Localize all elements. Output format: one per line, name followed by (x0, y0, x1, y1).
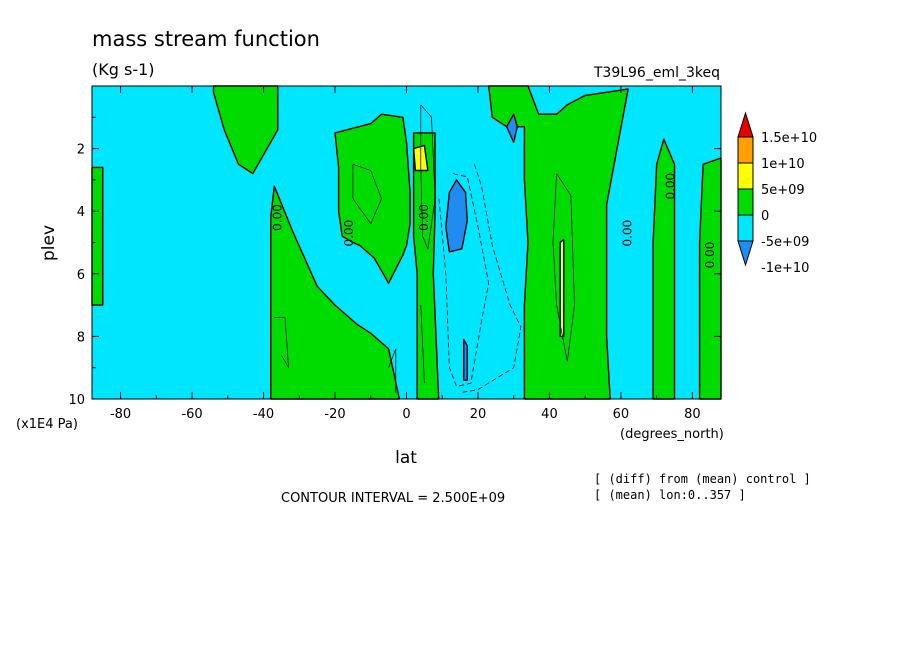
x-tick-label-5: 20 (470, 407, 487, 422)
zero-contour-labels: 0.00 0.00 0.00 0.00 0.00 0.00 (270, 173, 717, 269)
x-tick-label-2: -40 (253, 407, 274, 422)
y-axis: 2 4 6 8 10 (68, 116, 721, 408)
x-tick-label-7: 60 (613, 407, 630, 422)
colorbar-box-3 (737, 214, 754, 242)
contour-line-dashed-1 (460, 164, 522, 394)
y-tick-label-2: 6 (77, 268, 85, 283)
colorbar: 1.5e+10 1e+10 5e+09 0 -5e+09 -1e+10 (737, 111, 817, 276)
x-axis: -80 -60 -40 -20 0 20 40 60 80 (110, 86, 701, 422)
region-green-north-pole (698, 157, 722, 400)
colorbar-box-2 (737, 188, 754, 216)
colorbar-label-3: 0 (761, 209, 769, 224)
region-green-top-right (488, 85, 629, 400)
contour-line-solid-1 (274, 317, 289, 368)
y-tick-label-3: 8 (77, 330, 85, 345)
y-tick-label-0: 2 (77, 143, 85, 158)
x-tick-label-6: 40 (541, 407, 558, 422)
colorbar-box-0 (737, 136, 754, 164)
x-tick-label-8: 80 (684, 407, 701, 422)
contour-lines (274, 104, 575, 394)
region-blue-lower-cell (463, 338, 468, 381)
chart-title: mass stream function (92, 27, 320, 51)
contour-line-solid-2 (420, 104, 436, 251)
colorbar-label-4: -5e+09 (761, 235, 809, 250)
x-axis-label: lat (395, 448, 417, 468)
y-tick-label-4: 10 (68, 393, 85, 408)
colorbar-label-1: 1e+10 (761, 157, 805, 172)
region-blue-diamond-28N (505, 113, 518, 144)
y-tick-label-1: 4 (77, 205, 85, 220)
run-label: T39L96_eml_3keq (593, 65, 720, 81)
mean-note: [ (mean) lon:0..357 ] (594, 488, 746, 502)
colorbar-label-2: 5e+09 (761, 183, 805, 198)
contour-label-2: 0.00 (417, 204, 431, 231)
colorbar-label-0: 1.5e+10 (761, 131, 817, 146)
region-blue-upper-cell (445, 179, 468, 253)
plot-area: 0.00 0.00 0.00 0.00 0.00 0.00 (91, 85, 722, 400)
region-green-south-pole (91, 166, 104, 306)
contour-label-5: 0.00 (703, 242, 717, 269)
region-yellow-narrow-40N (559, 238, 565, 338)
contour-label-0: 0.00 (270, 204, 284, 231)
x-tick-label-0: -80 (110, 407, 131, 422)
region-green-top-left (212, 85, 279, 175)
colorbar-extend-bottom (737, 240, 754, 267)
x-tick-label-3: -20 (324, 407, 345, 422)
region-green-tropical-upper (334, 113, 411, 284)
chart-subtitle: (Kg s-1) (92, 60, 155, 79)
filled-contour-regions (91, 85, 722, 400)
contour-label-1: 0.00 (342, 220, 356, 247)
contour-line-solid-3 (552, 173, 575, 362)
contour-line-solid-0 (352, 163, 382, 225)
contour-line-solid-5 (420, 305, 425, 384)
x-axis-units: (degrees_north) (620, 427, 724, 442)
x-tick-label-1: -60 (181, 407, 202, 422)
x-tick-label-4: 0 (402, 407, 410, 422)
colorbar-label-5: -1e+10 (761, 261, 809, 276)
contour-interval: CONTOUR INTERVAL = 2.500E+09 (281, 491, 505, 506)
y-axis-label: plev (39, 225, 59, 261)
y-axis-units: (x1E4 Pa) (16, 417, 78, 432)
contour-line-solid-4 (388, 348, 397, 393)
region-green-tropical-south (270, 185, 401, 400)
contour-line-dashed-0 (438, 173, 490, 387)
diff-note: [ (diff) from (mean) control ] (594, 472, 811, 486)
colorbar-box-1 (737, 162, 754, 190)
contour-label-4: 0.00 (664, 173, 678, 200)
contour-label-3: 0.00 (621, 220, 635, 247)
